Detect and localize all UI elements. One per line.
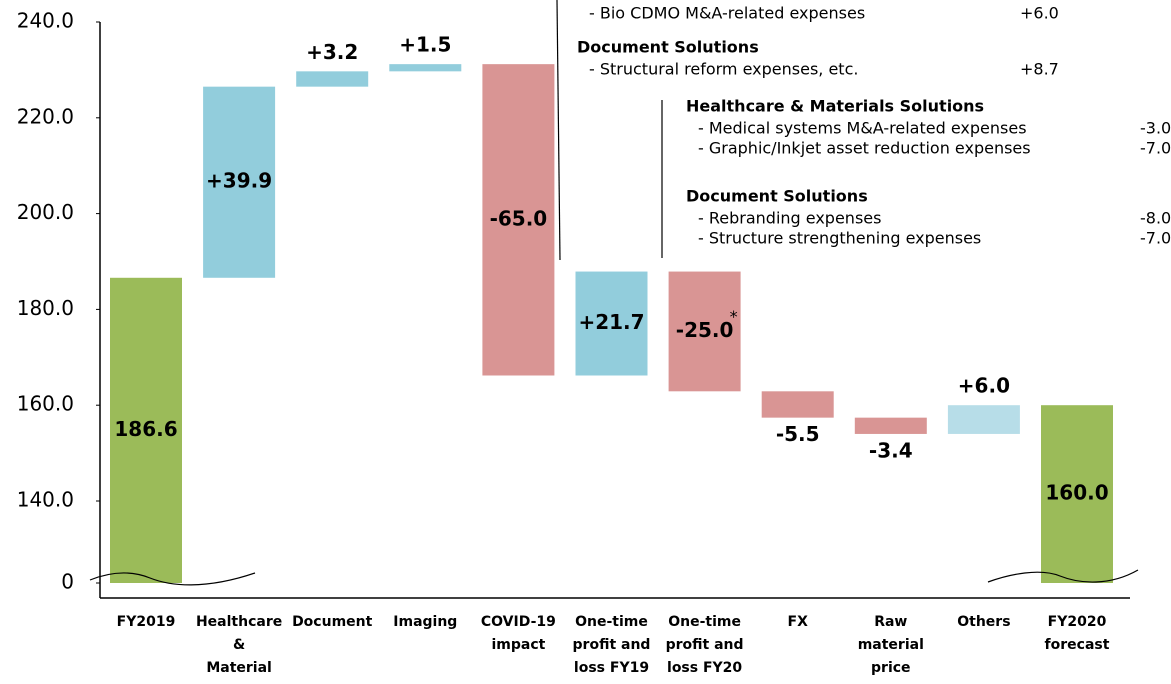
x-tick-label: Healthcare & Material [196, 614, 282, 676]
annotation-value: +8.7 [1020, 60, 1059, 79]
x-tick-label: FY2019 [117, 614, 176, 630]
y-tick-label: 160.0 [17, 392, 74, 416]
bar [482, 64, 555, 376]
annotation-text: - Rebranding expenses [698, 209, 881, 228]
annotation-text: - Medical systems M&A-related expenses [698, 119, 1027, 138]
y-tick-label: 180.0 [17, 296, 74, 320]
annotation-value: -3.0 [1140, 119, 1171, 138]
value-label: +21.7 [578, 310, 644, 334]
x-tick-label: One-time profit and loss FY19 [573, 614, 651, 676]
annotation-heading: Document Solutions [577, 38, 759, 57]
annotation-value: -7.0 [1140, 229, 1171, 248]
bar [575, 271, 648, 376]
axis-break [987, 569, 1139, 583]
annotation-text: - Graphic/Inkjet asset reduction expense… [698, 139, 1031, 158]
x-tick-label: Imaging [393, 614, 457, 630]
axis-break [89, 572, 256, 586]
value-label: -65.0 [490, 206, 548, 230]
bar [854, 417, 927, 434]
annotation-value: +6.0 [1020, 4, 1059, 23]
value-label: +1.5 [399, 33, 451, 57]
value-label: 186.6 [114, 417, 177, 441]
y-tick-label: 200.0 [17, 200, 74, 224]
x-tick-label: Others [957, 614, 1010, 630]
y-tick-label: 0 [61, 570, 74, 594]
x-tick-label: FY2020 forecast [1045, 614, 1110, 653]
value-label: +6.0 [958, 374, 1010, 398]
annotation-text: - Structure strengthening expenses [698, 229, 981, 248]
x-tick-label: Raw material price [858, 614, 924, 676]
annotation-text: - Bio CDMO M&A-related expenses [589, 4, 865, 23]
value-label: -3.4 [869, 438, 913, 462]
x-tick-label: COVID-19 impact [481, 614, 556, 653]
annotation-heading: Healthcare & Materials Solutions [686, 97, 984, 116]
value-label: +3.2 [306, 40, 358, 64]
y-tick-label: 140.0 [17, 488, 74, 512]
value-label: -25.0 [676, 318, 734, 342]
x-tick-label: One-time profit and loss FY20 [666, 614, 744, 676]
y-tick-label: 220.0 [17, 104, 74, 128]
value-label: 160.0 [1045, 481, 1108, 505]
bar [110, 277, 182, 583]
annotation-text: - Structural reform expenses, etc. [589, 60, 858, 79]
y-tick-label: 240.0 [17, 9, 74, 33]
x-tick-label: Document [292, 614, 373, 630]
x-tick-label: FX [788, 614, 809, 630]
value-label: -5.5 [776, 422, 820, 446]
value-label: +39.9 [206, 169, 272, 193]
callout-line [556, 0, 561, 261]
annotation-value: -7.0 [1140, 139, 1171, 158]
bar [296, 71, 369, 87]
bar [668, 271, 741, 392]
bar [389, 64, 462, 72]
value-label-note: * [730, 307, 738, 326]
annotation-heading: Document Solutions [686, 187, 868, 206]
bar [947, 405, 1020, 434]
bar [203, 86, 276, 278]
annotation-value: -8.0 [1140, 209, 1171, 228]
bar [761, 391, 834, 418]
bar [1041, 405, 1113, 583]
